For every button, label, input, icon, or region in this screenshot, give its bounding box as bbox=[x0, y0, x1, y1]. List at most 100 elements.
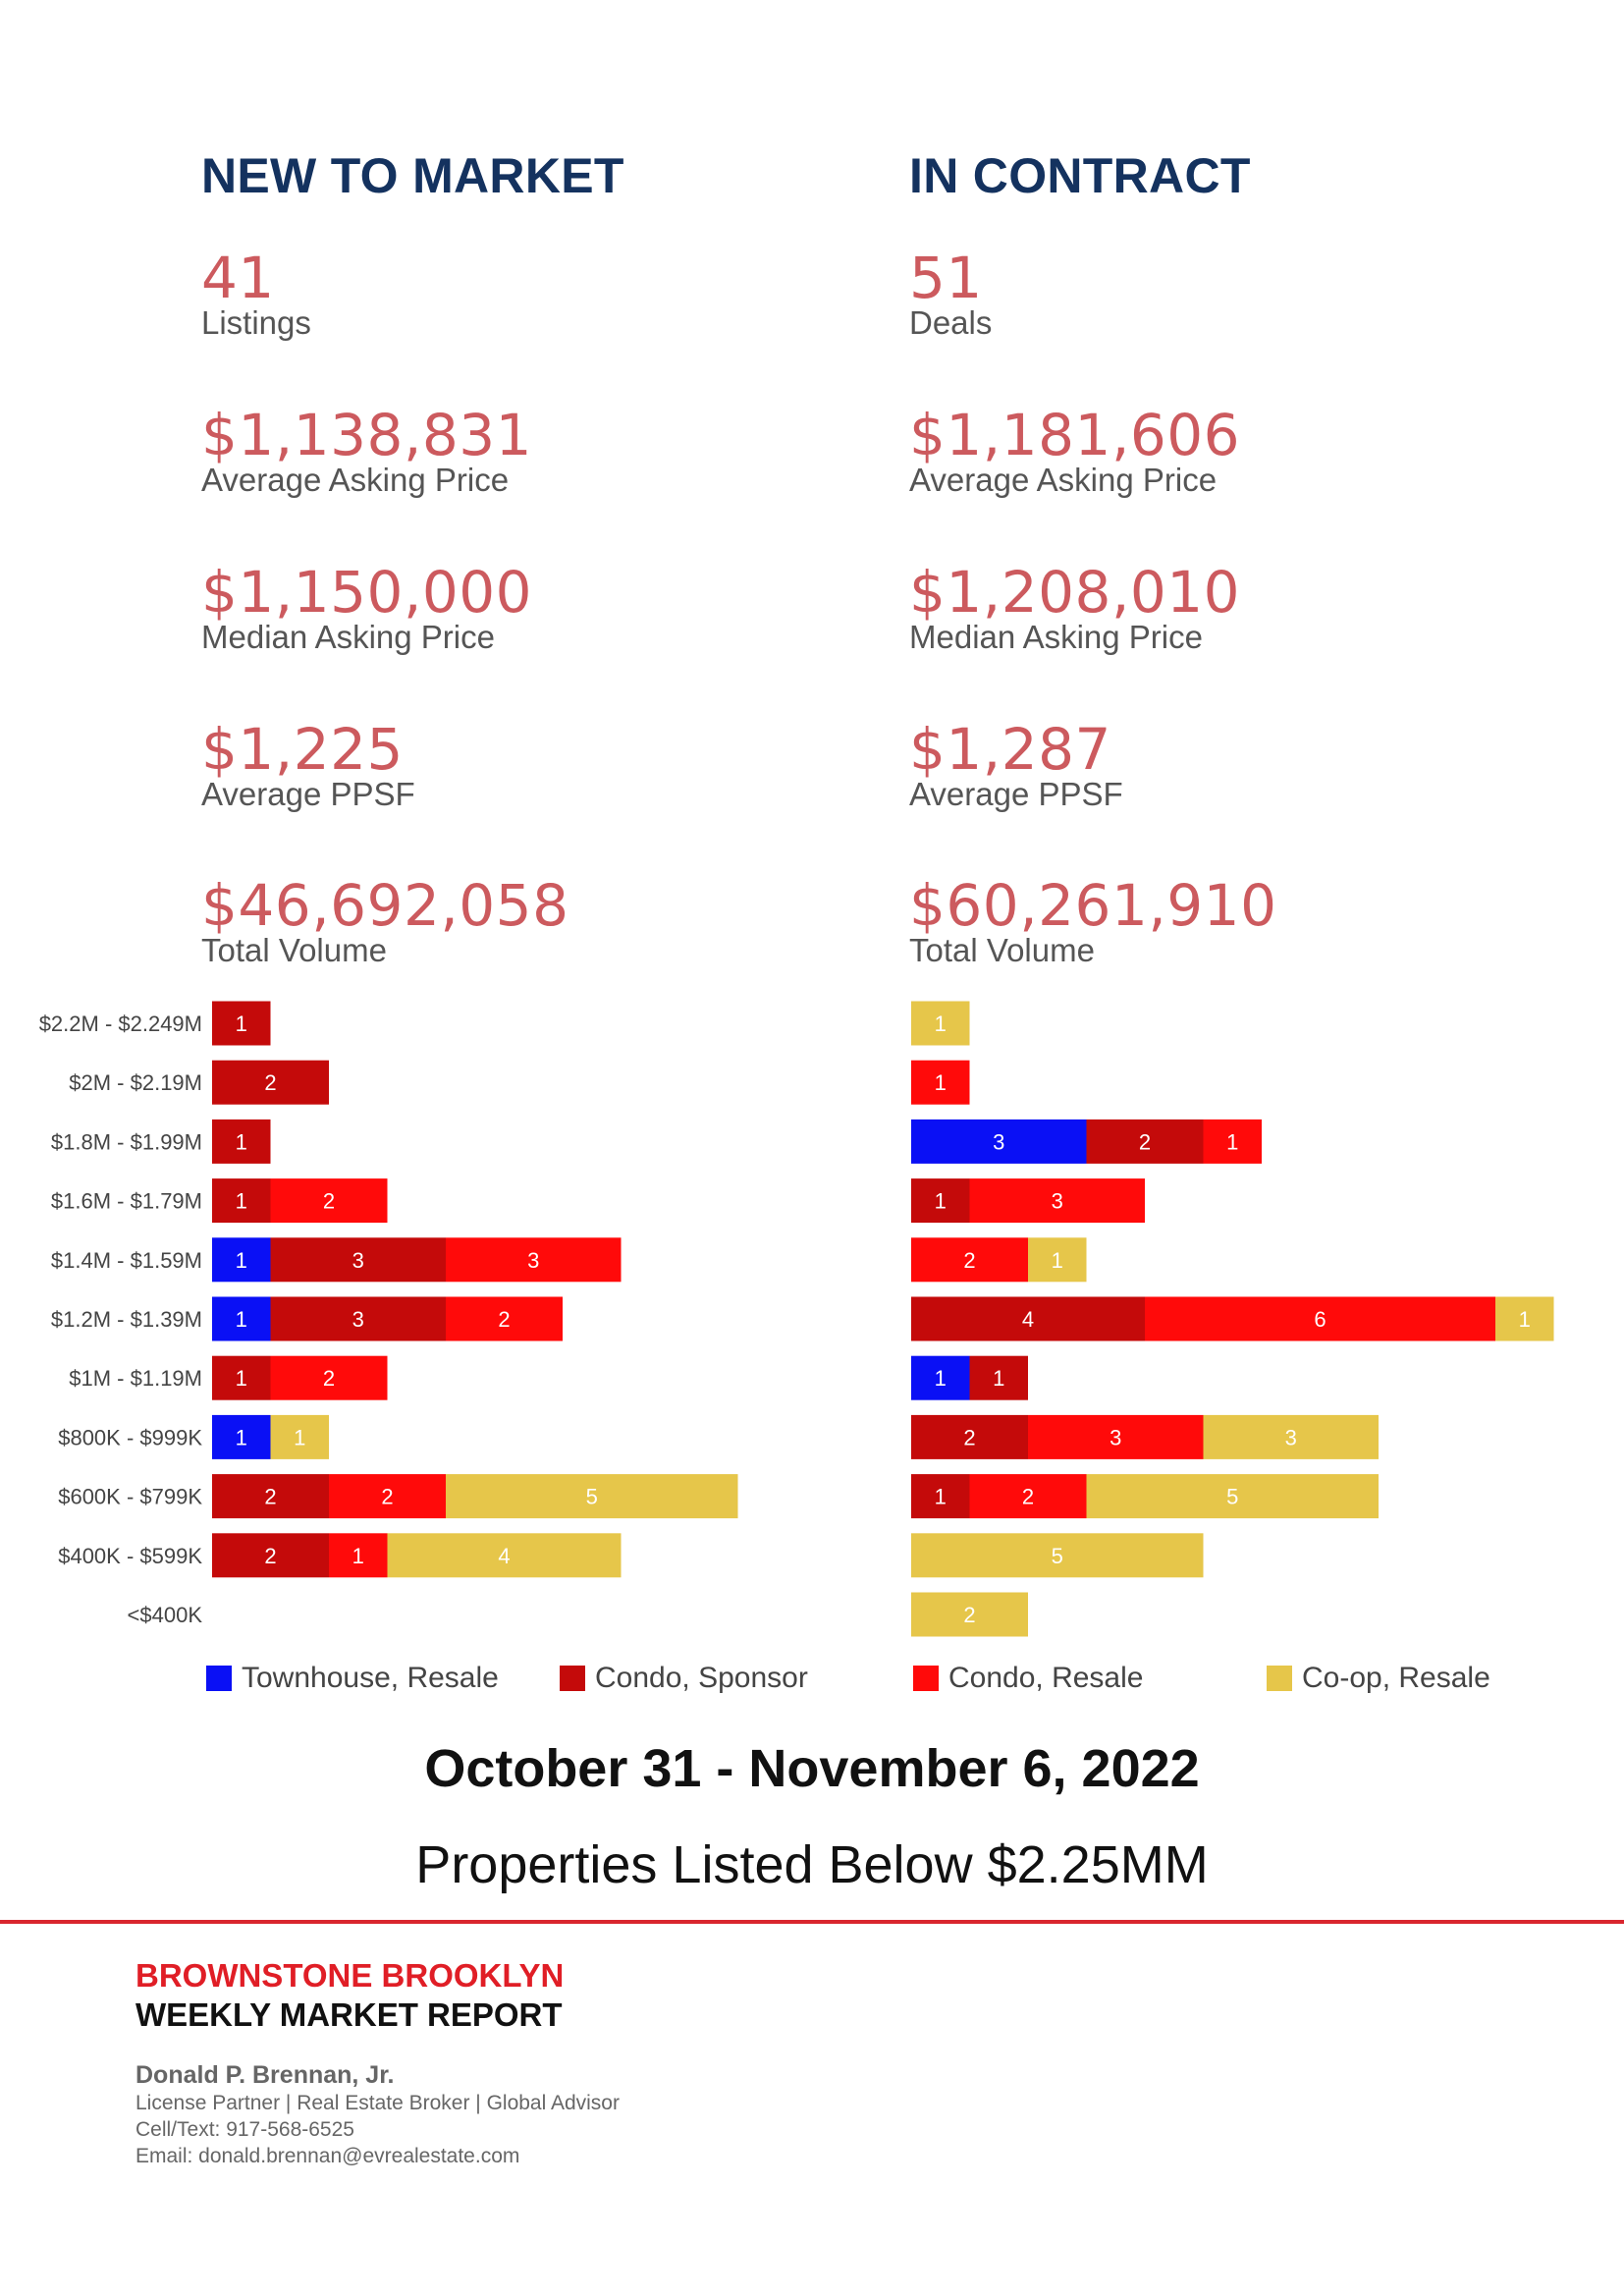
bar-segment-condo-sponsor bbox=[1086, 1119, 1204, 1164]
bar-segment-condo-sponsor bbox=[212, 1178, 271, 1224]
bar-segment-condo-sponsor bbox=[212, 1533, 329, 1578]
bar-value-label: 3 bbox=[1052, 1189, 1063, 1214]
bar-segment-co-op-resale bbox=[1028, 1237, 1087, 1283]
bar-value-label: 2 bbox=[264, 1485, 276, 1509]
stat-value: $60,261,910 bbox=[909, 872, 1277, 939]
bar-segment-condo-sponsor bbox=[270, 1237, 446, 1283]
bar-value-label: 4 bbox=[1022, 1307, 1034, 1332]
bar-segment-condo-sponsor bbox=[212, 1001, 271, 1046]
date-range-title: October 31 - November 6, 2022 bbox=[424, 1739, 1200, 1798]
bar-value-label: 3 bbox=[1110, 1425, 1121, 1449]
bar-segment-co-op-resale bbox=[1495, 1296, 1554, 1341]
in-contract-title: IN CONTRACT bbox=[909, 148, 1251, 203]
bar-value-label: 1 bbox=[935, 1485, 947, 1509]
bar-segment-condo-sponsor bbox=[911, 1414, 1028, 1459]
bar-value-label: 1 bbox=[935, 1189, 947, 1214]
price-range-stacked-bar-chart: $2.2M - $2.249M $2M - $2.19M $1.8M - $1.99… bbox=[39, 1001, 1554, 1637]
bar-value-label: 5 bbox=[586, 1485, 598, 1509]
bar-value-label: 1 bbox=[236, 1248, 247, 1273]
stat-value: 41 bbox=[201, 245, 275, 311]
bar-value-label: 1 bbox=[935, 1366, 947, 1391]
bar-value-label: 1 bbox=[993, 1366, 1004, 1391]
report-name: WEEKLY MARKET REPORT bbox=[135, 1996, 563, 2033]
bar-segment-co-op-resale bbox=[911, 1001, 970, 1046]
stat-label: Median Asking Price bbox=[201, 619, 495, 655]
bar-value-label: 3 bbox=[352, 1307, 364, 1332]
footer-divider bbox=[0, 1920, 1624, 1924]
bar-value-label: 1 bbox=[236, 1189, 247, 1214]
ntm-stat-average-ppsf: $1,225 Average PPSF bbox=[201, 719, 415, 812]
stat-value: $1,225 bbox=[201, 716, 404, 783]
category-label: $1.8M - $1.99M bbox=[51, 1129, 202, 1154]
bar-segment-condo-resale bbox=[329, 1533, 388, 1578]
bar-value-label: 6 bbox=[1314, 1307, 1326, 1332]
bar-value-label: 1 bbox=[935, 1011, 947, 1036]
legend-item-condo-resale: Condo, Resale bbox=[913, 1662, 1143, 1695]
bar-segment-condo-sponsor bbox=[270, 1296, 446, 1341]
ic-stat-total-volume: $60,261,910 Total Volume bbox=[909, 875, 1277, 968]
bar-value-label: 1 bbox=[236, 1011, 247, 1036]
bar-value-label: 2 bbox=[963, 1603, 975, 1627]
category-label: $1.4M - $1.59M bbox=[51, 1248, 202, 1273]
bar-value-label: 2 bbox=[963, 1425, 975, 1449]
bar-segment-condo-sponsor bbox=[212, 1474, 329, 1519]
category-label: $400K - $599K bbox=[58, 1544, 202, 1568]
bar-value-label: 2 bbox=[963, 1248, 975, 1273]
bar-value-label: 5 bbox=[1226, 1485, 1238, 1509]
stat-value: $46,692,058 bbox=[201, 872, 569, 939]
bar-value-label: 5 bbox=[1052, 1544, 1063, 1568]
bar-value-label: 1 bbox=[935, 1070, 947, 1095]
bar-segment-co-op-resale bbox=[911, 1592, 1028, 1637]
bar-value-label: 3 bbox=[527, 1248, 539, 1273]
ic-stat-average-asking: $1,181,606 Average Asking Price bbox=[909, 405, 1240, 498]
ntm-stat-total-volume: $46,692,058 Total Volume bbox=[201, 875, 569, 968]
stat-label: Listings bbox=[201, 304, 311, 341]
legend-swatch bbox=[913, 1666, 939, 1691]
category-label: $2.2M - $2.249M bbox=[39, 1011, 202, 1036]
category-label: $1.2M - $1.39M bbox=[51, 1307, 202, 1332]
agent-name: Donald P. Brennan, Jr. bbox=[135, 2061, 395, 2089]
stat-label: Median Asking Price bbox=[909, 619, 1203, 655]
bar-value-label: 2 bbox=[1139, 1129, 1151, 1154]
bar-segment-condo-sponsor bbox=[212, 1060, 329, 1105]
legend-label: Co-op, Resale bbox=[1302, 1662, 1490, 1694]
bar-segment-condo-resale bbox=[446, 1296, 563, 1341]
ntm-stat-median-asking: $1,150,000 Median Asking Price bbox=[201, 562, 532, 655]
bar-segment-co-op-resale bbox=[270, 1414, 329, 1459]
stat-label: Deals bbox=[909, 304, 993, 341]
legend-item-condo-sponsor: Condo, Sponsor bbox=[560, 1662, 808, 1695]
bar-segment-condo-resale bbox=[911, 1060, 970, 1105]
bar-value-label: 1 bbox=[236, 1425, 247, 1449]
bar-segment-condo-sponsor bbox=[969, 1355, 1028, 1400]
stat-label: Average PPSF bbox=[201, 776, 415, 812]
bar-segment-condo-sponsor bbox=[212, 1355, 271, 1400]
bar-segment-condo-resale bbox=[1145, 1296, 1495, 1341]
legend-label: Condo, Sponsor bbox=[595, 1662, 808, 1694]
legend-item-coop-resale: Co-op, Resale bbox=[1267, 1662, 1490, 1695]
agent-title: License Partner | Real Estate Broker | G… bbox=[135, 2092, 620, 2114]
bar-value-label: 2 bbox=[1022, 1485, 1034, 1509]
bar-segment-condo-sponsor bbox=[911, 1178, 970, 1224]
stat-value: $1,181,606 bbox=[909, 402, 1241, 468]
bar-value-label: 3 bbox=[352, 1248, 364, 1273]
bar-value-label: 3 bbox=[1285, 1425, 1297, 1449]
bar-segment-townhouse-resale bbox=[911, 1119, 1087, 1164]
category-label: $2M - $2.19M bbox=[69, 1070, 202, 1095]
legend-swatch bbox=[560, 1666, 585, 1691]
report-subtitle: Properties Listed Below $2.25MM bbox=[415, 1835, 1209, 1894]
bar-segment-condo-resale bbox=[270, 1355, 388, 1400]
bar-segment-condo-resale bbox=[1203, 1119, 1262, 1164]
ntm-stat-average-asking: $1,138,831 Average Asking Price bbox=[201, 405, 532, 498]
stat-value: $1,287 bbox=[909, 716, 1111, 783]
new-to-market-title: NEW TO MARKET bbox=[201, 148, 624, 203]
bar-segment-condo-resale bbox=[329, 1474, 446, 1519]
category-label: <$400K bbox=[128, 1603, 203, 1627]
bar-value-label: 2 bbox=[323, 1189, 335, 1214]
agent-phone: Cell/Text: 917-568-6525 bbox=[135, 2118, 354, 2141]
stat-value: $1,208,010 bbox=[909, 559, 1241, 626]
agent-email: Email: donald.brennan@evrealestate.com bbox=[135, 2145, 520, 2167]
bar-value-label: 4 bbox=[498, 1544, 510, 1568]
stat-label: Average Asking Price bbox=[909, 462, 1218, 498]
bar-segment-townhouse-resale bbox=[911, 1355, 970, 1400]
bar-segment-condo-sponsor bbox=[212, 1119, 271, 1164]
